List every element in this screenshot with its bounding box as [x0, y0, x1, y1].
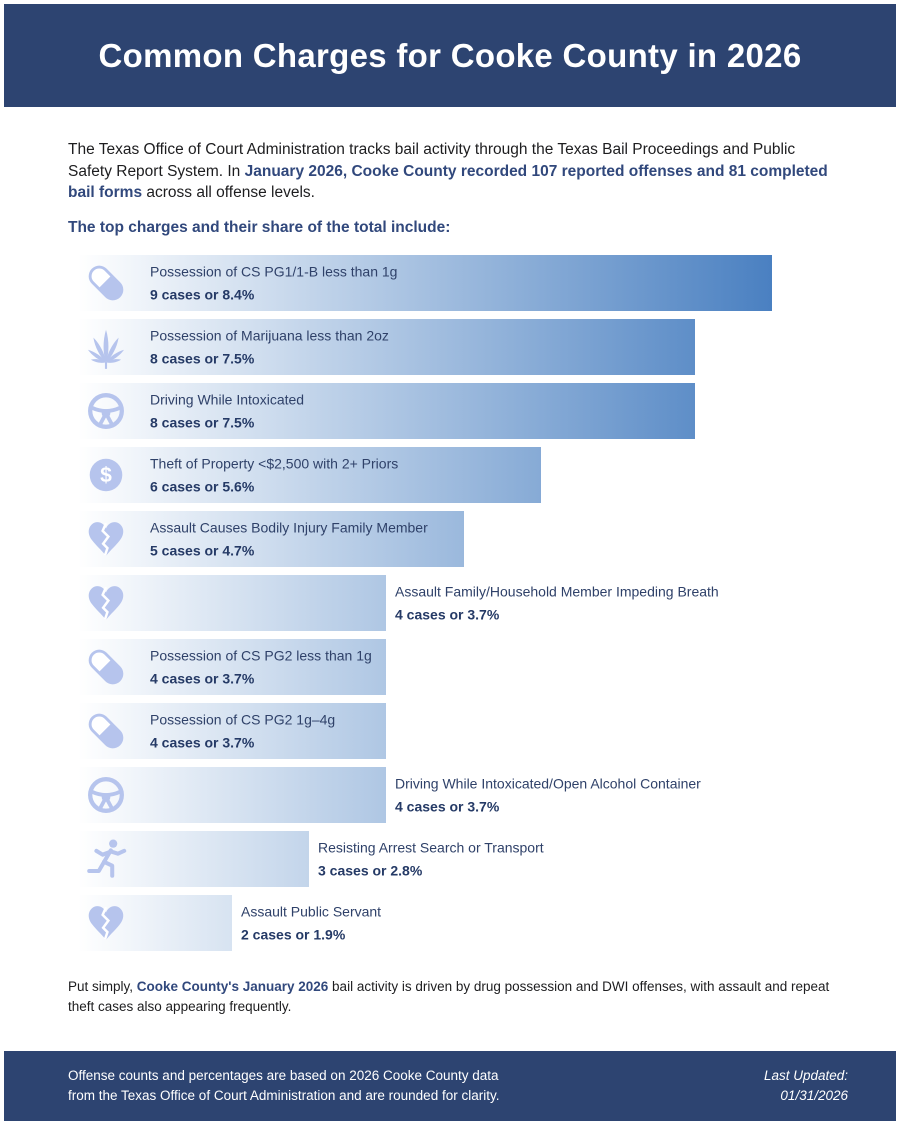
dollar-icon [89, 458, 123, 492]
charge-value: 6 cases or 5.6% [150, 478, 255, 495]
chart-row: Driving While Intoxicated/Open Alcohol C… [78, 767, 900, 823]
chart-row: Theft of Property <$2,500 with 2+ Priors… [78, 447, 900, 503]
charge-label: Driving While Intoxicated/Open Alcohol C… [395, 775, 701, 792]
page-title: Common Charges for Cooke County in 2026 [98, 36, 802, 74]
pill-icon [84, 709, 128, 753]
broken-heart-icon [87, 584, 125, 622]
charge-label: Theft of Property <$2,500 with 2+ Priors [150, 455, 399, 472]
chart-row: Possession of Marijuana less than 2oz 8 … [78, 319, 900, 375]
charge-value: 4 cases or 3.7% [150, 670, 255, 687]
charge-value: 8 cases or 7.5% [150, 414, 255, 431]
highlighted-text: Cooke County's January 2026 [136, 979, 329, 994]
charge-label: Possession of Marijuana less than 2oz [150, 327, 389, 344]
bar [78, 255, 772, 311]
pill-icon [84, 261, 128, 305]
bar [78, 511, 464, 567]
charge-value: 5 cases or 4.7% [150, 542, 255, 559]
chart-row: Possession of CS PG2 less than 1g 4 case… [78, 639, 900, 695]
charge-label: Possession of CS PG2 1g–4g [150, 711, 336, 728]
charge-label: Assault Causes Bodily Injury Family Memb… [150, 519, 428, 536]
marijuana-leaf-icon [86, 329, 126, 370]
runner-icon [83, 836, 129, 882]
bar [78, 703, 386, 759]
chart-row: Possession of CS PG1/1-B less than 1g 9 … [78, 255, 900, 311]
chart-row: Driving While Intoxicated 8 cases or 7.5… [78, 383, 900, 439]
pill-icon [84, 645, 128, 689]
charge-value: 4 cases or 3.7% [395, 606, 500, 623]
intro-paragraph: The Texas Office of Court Administration… [68, 139, 843, 204]
bar [78, 831, 309, 887]
plain-text: The Texas Office of Court Administration… [68, 141, 796, 180]
chart-row: Assault Causes Bodily Injury Family Memb… [78, 511, 900, 567]
summary-paragraph: Put simply, Cooke County's January 2026 … [68, 977, 838, 1017]
charge-value: 3 cases or 2.8% [318, 862, 423, 879]
charge-label: Assault Public Servant [241, 903, 382, 920]
charge-value: 8 cases or 7.5% [150, 350, 255, 367]
charge-label: Possession of CS PG2 less than 1g [150, 647, 372, 664]
charge-label: Possession of CS PG1/1-B less than 1g [150, 263, 398, 280]
steering-wheel-icon [83, 772, 129, 818]
broken-heart-icon [87, 520, 125, 558]
bar [78, 319, 695, 375]
charge-label: Resisting Arrest Search or Transport [318, 839, 544, 856]
plain-text: across all offense levels. [142, 184, 315, 201]
charge-value: 9 cases or 8.4% [150, 286, 255, 303]
bar [78, 767, 386, 823]
bar [78, 575, 386, 631]
footer-band: Offense counts and percentages are based… [4, 1051, 896, 1121]
last-updated-label: Last Updated: [763, 1068, 848, 1083]
charge-label: Driving While Intoxicated [150, 391, 305, 408]
bar [78, 447, 541, 503]
charge-value: 2 cases or 1.9% [241, 926, 346, 943]
header-band: Common Charges for Cooke County in 2026 [4, 4, 896, 107]
bar [78, 383, 695, 439]
plain-text: Put simply, [68, 979, 137, 994]
broken-heart-icon [87, 904, 125, 942]
chart-row: Resisting Arrest Search or Transport 3 c… [78, 831, 900, 887]
highlighted-text: January 2026, Cooke County recorded 107 … [68, 162, 828, 202]
bar-chart: Possession of CS PG1/1-B less than 1g 9 … [78, 255, 900, 959]
charge-value: 4 cases or 3.7% [150, 734, 255, 751]
charge-label: Assault Family/Household Member Impeding… [395, 583, 719, 600]
charge-value: 4 cases or 3.7% [395, 798, 500, 815]
footer-note: Offense counts and percentages are based… [68, 1068, 500, 1103]
chart-row: Possession of CS PG2 1g–4g 4 cases or 3.… [78, 703, 900, 759]
last-updated-date: 01/31/2026 [780, 1088, 848, 1103]
steering-wheel-icon [83, 388, 129, 434]
plain-text: bail activity is driven by drug possessi… [68, 979, 830, 1014]
chart-subheading: The top charges and their share of the t… [68, 219, 451, 236]
last-updated: Last Updated: 01/31/2026 [764, 1066, 848, 1106]
chart-row: Assault Family/Household Member Impeding… [78, 575, 900, 631]
bar [78, 639, 386, 695]
chart-row: Assault Public Servant 2 cases or 1.9% [78, 895, 900, 951]
